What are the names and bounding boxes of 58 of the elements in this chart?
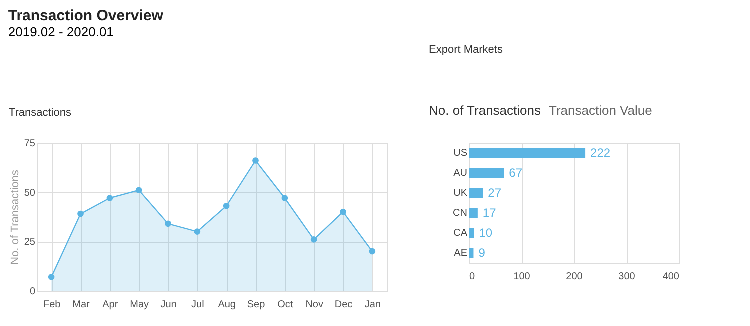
data-label: 67 <box>509 166 523 180</box>
x-tick-label: Sep <box>247 300 266 310</box>
point <box>48 274 55 280</box>
point <box>369 248 376 255</box>
text: 2019.02 - 2020.01 <box>8 24 114 40</box>
x-tick-label: Jan <box>364 300 381 310</box>
x-tick-label: Nov <box>306 300 324 310</box>
y-tick-label: CA <box>454 228 468 239</box>
point <box>252 158 259 164</box>
bar <box>469 188 484 198</box>
y-tick-label: AU <box>454 168 468 179</box>
x-tick-label: Jun <box>160 300 177 310</box>
point <box>136 187 142 194</box>
point <box>340 208 346 216</box>
point <box>106 195 114 202</box>
y-tick-label: 75 <box>24 138 36 150</box>
x-tick-label: 0 <box>470 272 476 282</box>
x-tick-label: 100 <box>514 272 531 282</box>
y-axis-title: No. of Transactions <box>9 170 22 265</box>
text: No. of Transactions <box>429 103 542 118</box>
data-label: 17 <box>482 206 497 220</box>
text: Transaction Value <box>549 103 652 118</box>
point <box>310 236 318 243</box>
point <box>282 195 288 202</box>
bar <box>469 248 474 258</box>
y-tick-label: 25 <box>24 237 36 248</box>
point <box>165 220 172 228</box>
x-tick-label: Dec <box>334 300 353 310</box>
x-tick-label: 200 <box>566 272 584 282</box>
chart-title: Export Markets <box>429 44 504 56</box>
data-label: 10 <box>479 226 493 240</box>
x-tick-label: Mar <box>72 300 91 310</box>
data-label: 27 <box>488 186 502 200</box>
bar <box>469 208 478 218</box>
bar <box>469 148 586 158</box>
y-tick-label: 50 <box>24 188 36 199</box>
x-tick-label: 300 <box>618 272 636 282</box>
x-tick-label: Feb <box>43 300 62 310</box>
bar <box>469 228 474 238</box>
y-tick-label: UK <box>454 188 468 199</box>
x-tick-label: Oct <box>278 300 294 310</box>
point <box>78 210 84 218</box>
x-tick-label: Apr <box>102 300 119 310</box>
point <box>223 202 230 210</box>
y-tick-label: 0 <box>30 286 36 298</box>
x-tick-label: May <box>130 300 150 310</box>
y-tick-label: CN <box>453 208 468 219</box>
x-tick-label: Aug <box>218 300 236 310</box>
chart-title: Transactions <box>8 107 72 119</box>
x-tick-label: 400 <box>662 272 680 282</box>
y-tick-label: US <box>454 148 468 159</box>
data-label: 9 <box>478 246 486 260</box>
x-tick-label: Jul <box>192 300 204 310</box>
data-label: 222 <box>590 146 611 160</box>
y-tick-label: AE <box>454 248 468 259</box>
text: Transaction Overview <box>8 8 164 24</box>
point <box>194 228 201 235</box>
bar <box>469 168 504 178</box>
